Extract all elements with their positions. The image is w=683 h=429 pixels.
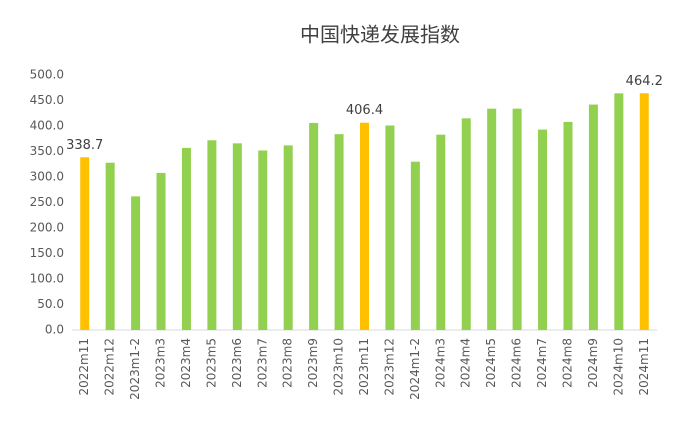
- bar: [207, 140, 217, 330]
- x-tick-label: 2024m7: [535, 338, 549, 388]
- y-tick-label: 150.0: [30, 246, 64, 260]
- x-tick-label: 2023m12: [382, 338, 396, 396]
- bar: [181, 147, 191, 330]
- x-tick-label: 2023m3: [154, 338, 168, 388]
- data-label: 338.7: [66, 138, 103, 153]
- y-tick-label: 450.0: [30, 93, 64, 107]
- x-tick-label: 2023m7: [255, 338, 269, 388]
- x-tick-label: 2023m10: [332, 338, 346, 396]
- x-tick-label: 2024m3: [433, 338, 447, 388]
- bar: [360, 122, 369, 331]
- x-tick-label: 2024m6: [510, 338, 524, 388]
- bar: [563, 121, 573, 330]
- x-tick-label: 2023m5: [204, 338, 218, 388]
- bar: [258, 150, 268, 330]
- x-tick-label: 2023m4: [179, 338, 193, 388]
- y-tick-label: 0.0: [45, 323, 64, 337]
- x-tick-label: 2024m4: [459, 338, 473, 388]
- bar: [410, 161, 420, 330]
- x-tick-label: 2024m10: [611, 338, 625, 396]
- bar: [461, 118, 471, 330]
- x-tick-label: 2024m1-2: [408, 338, 422, 400]
- x-tick-label: 2023m8: [281, 338, 295, 388]
- y-tick-label: 500.0: [30, 68, 64, 82]
- bar: [131, 196, 141, 330]
- bar: [283, 145, 293, 330]
- x-tick-label: 2024m9: [586, 338, 600, 388]
- x-tick-label: 2023m9: [306, 338, 320, 388]
- y-tick-label: 300.0: [30, 170, 64, 184]
- y-tick-label: 400.0: [30, 119, 64, 133]
- bar: [385, 125, 395, 331]
- x-tick-label: 2023m11: [357, 338, 371, 396]
- bar: [105, 162, 115, 330]
- x-tick-label: 2024m11: [637, 338, 651, 396]
- x-tick-label: 2023m6: [230, 338, 244, 388]
- bar: [538, 129, 548, 330]
- chart-title: 中国快递发展指数: [300, 23, 460, 47]
- bar: [639, 93, 649, 331]
- bar: [309, 122, 319, 330]
- bar: [512, 108, 522, 330]
- y-tick-label: 350.0: [30, 144, 64, 158]
- x-tick-label: 2024m5: [484, 338, 498, 388]
- bar: [232, 143, 242, 330]
- x-tick-label: 2023m1-2: [128, 338, 142, 400]
- bar: [588, 104, 598, 330]
- x-tick-label: 2022m11: [77, 338, 91, 396]
- bar: [156, 172, 166, 330]
- y-tick-label: 200.0: [30, 221, 64, 235]
- x-tick-label: 2024m8: [560, 338, 574, 388]
- bar: [334, 134, 344, 330]
- bar: [436, 134, 446, 330]
- y-tick-label: 250.0: [30, 195, 64, 209]
- bar: [487, 108, 497, 330]
- data-label: 406.4: [346, 103, 383, 118]
- bar: [80, 157, 90, 330]
- bar: [614, 93, 624, 330]
- data-label: 464.2: [626, 74, 663, 89]
- y-tick-label: 100.0: [30, 272, 64, 286]
- x-tick-label: 2022m12: [103, 338, 117, 396]
- y-tick-label: 50.0: [37, 297, 64, 311]
